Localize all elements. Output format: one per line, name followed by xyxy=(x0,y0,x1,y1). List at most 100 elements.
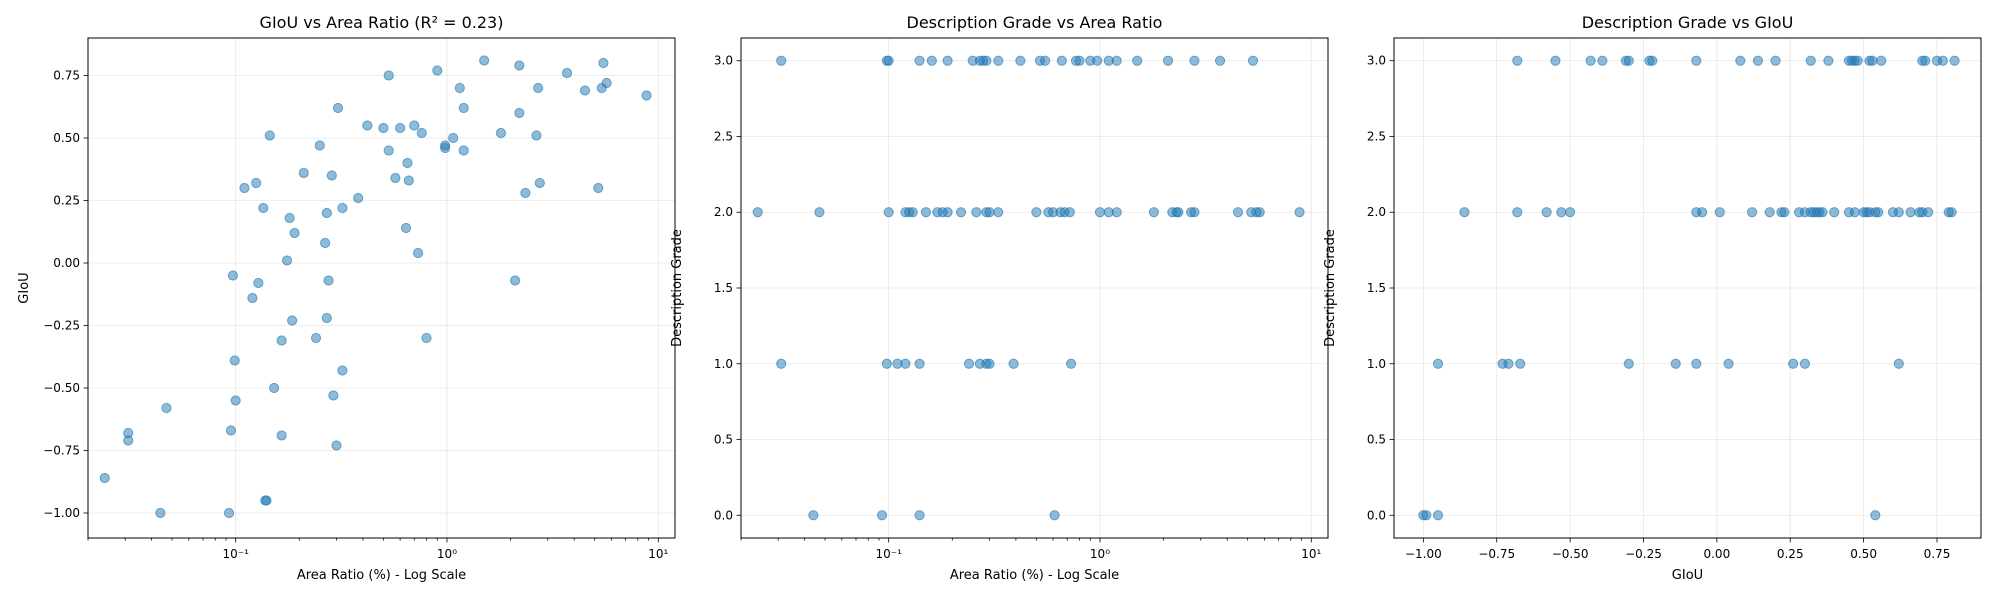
data-point xyxy=(963,358,975,369)
data-point xyxy=(1946,207,1957,218)
data-point xyxy=(1432,358,1444,369)
data-point xyxy=(1849,207,1860,218)
data-point xyxy=(1829,207,1840,218)
data-point xyxy=(440,142,451,154)
data-point xyxy=(1031,207,1042,218)
data-point xyxy=(1714,207,1725,218)
data-point xyxy=(1232,207,1244,218)
y-tick-label: 0.5 xyxy=(714,433,733,447)
data-point xyxy=(328,390,339,401)
x-tick-label: −0.75 xyxy=(1478,547,1515,561)
data-point xyxy=(298,167,309,179)
y-axis-label: Description Grade xyxy=(670,229,685,347)
data-point xyxy=(914,510,925,521)
data-point xyxy=(509,275,521,286)
x-tick-label: −0.25 xyxy=(1625,547,1662,561)
data-point xyxy=(247,292,258,304)
x-tick-label: 10⁻¹ xyxy=(875,547,902,561)
data-point xyxy=(223,507,235,519)
data-point xyxy=(1214,55,1226,66)
data-point xyxy=(1064,207,1075,218)
data-point xyxy=(1512,55,1523,66)
data-point xyxy=(883,207,894,218)
x-axis-label: Area Ratio (%) - Log Scale xyxy=(950,568,1119,583)
data-point xyxy=(337,365,348,376)
y-tick-label: 1.5 xyxy=(714,281,733,295)
data-point xyxy=(579,85,591,96)
data-point xyxy=(258,202,269,214)
chart-title: Description Grade vs Area Ratio xyxy=(907,13,1163,32)
x-tick-label: 10⁻¹ xyxy=(222,547,249,561)
data-point xyxy=(993,207,1004,218)
data-point xyxy=(99,472,110,484)
data-point xyxy=(593,182,604,194)
data-point xyxy=(323,275,334,286)
data-point xyxy=(1008,358,1019,369)
data-point xyxy=(281,255,293,266)
x-tick-label: 0.75 xyxy=(1924,547,1951,561)
x-tick-label: −0.50 xyxy=(1552,547,1589,561)
data-point xyxy=(1623,55,1634,66)
plot-frame xyxy=(87,37,676,539)
y-tick-label: 0.0 xyxy=(1367,508,1386,522)
data-point xyxy=(1752,55,1764,66)
data-point xyxy=(598,57,609,69)
data-point xyxy=(1937,55,1948,66)
data-point xyxy=(230,395,241,406)
data-point xyxy=(1805,55,1816,66)
data-point xyxy=(907,207,918,218)
data-point xyxy=(914,358,925,369)
data-point xyxy=(752,207,763,218)
data-point xyxy=(514,107,525,119)
data-point xyxy=(1541,207,1552,218)
data-point xyxy=(276,430,287,441)
data-point xyxy=(601,77,612,89)
data-point xyxy=(378,122,389,134)
data-point xyxy=(1893,358,1904,369)
y-axis-label: Description Grade xyxy=(1323,229,1338,347)
data-point xyxy=(1148,207,1160,218)
data-point xyxy=(1746,207,1758,218)
data-point xyxy=(1132,55,1143,66)
data-point xyxy=(1764,207,1775,218)
data-point xyxy=(1905,207,1916,218)
y-tick-label: −1.00 xyxy=(43,506,80,520)
data-point xyxy=(534,177,545,189)
data-point xyxy=(1056,55,1067,66)
data-point xyxy=(123,435,134,446)
data-point xyxy=(1432,510,1444,521)
data-point xyxy=(1670,358,1681,369)
data-point xyxy=(1597,55,1608,66)
data-point xyxy=(225,425,237,436)
data-point xyxy=(1173,207,1184,218)
data-point xyxy=(412,247,424,259)
data-point xyxy=(1421,510,1432,521)
data-point xyxy=(479,55,490,66)
data-point xyxy=(458,145,469,156)
data-point xyxy=(920,207,931,218)
data-point xyxy=(362,120,373,131)
data-point xyxy=(1049,510,1060,521)
data-point xyxy=(1294,207,1305,218)
y-tick-label: 0.75 xyxy=(53,69,80,83)
data-point xyxy=(1799,358,1811,369)
data-point xyxy=(289,227,300,239)
data-point xyxy=(332,102,344,114)
data-point xyxy=(403,175,414,186)
data-point xyxy=(331,440,342,451)
x-tick-label: 0.50 xyxy=(1850,547,1877,561)
data-point xyxy=(1779,207,1790,218)
data-point xyxy=(1459,207,1470,218)
data-point xyxy=(1867,55,1878,66)
data-point xyxy=(458,102,469,114)
x-tick-label: 10¹ xyxy=(648,547,668,561)
data-point xyxy=(1092,55,1103,66)
data-point xyxy=(310,332,322,344)
data-point xyxy=(321,312,332,324)
data-point xyxy=(1923,207,1934,218)
data-point xyxy=(1852,55,1863,66)
y-tick-label: 1.0 xyxy=(1367,357,1386,371)
data-point xyxy=(1503,358,1514,369)
data-point xyxy=(514,60,525,71)
chart-title: Description Grade vs GIoU xyxy=(1582,13,1794,32)
